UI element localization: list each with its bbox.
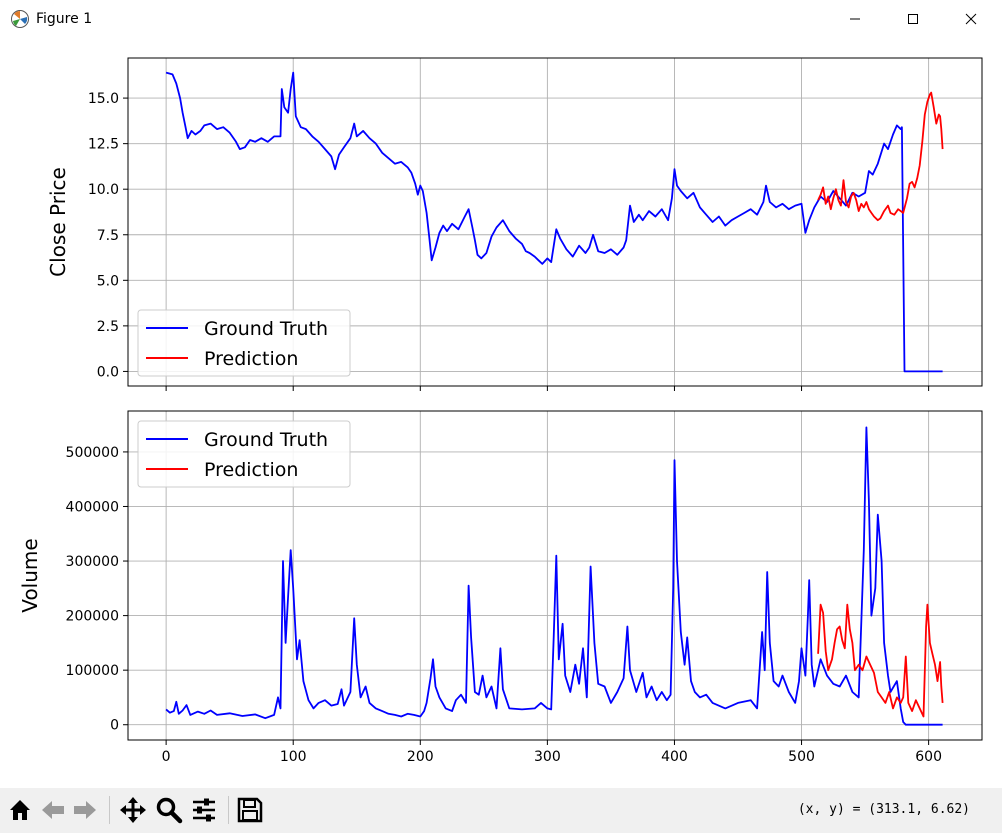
- subplot-1-y-tick-label: 7.5: [97, 228, 119, 244]
- window-titlebar: Figure 1: [0, 0, 1002, 39]
- zoom-magnifier-icon: [156, 797, 183, 824]
- close-button[interactable]: [942, 0, 1000, 38]
- save-disk-icon: [237, 797, 263, 823]
- subplot-1-series-prediction-line: [817, 91, 944, 222]
- subplot-2-axes-spine: [127, 410, 983, 741]
- subplot-2-legend-label: Prediction: [204, 459, 298, 481]
- forward-arrow-icon: [74, 801, 96, 819]
- subplot-2-x-tick-label: 600: [915, 749, 942, 765]
- subplot-2-y-tick-label: 100000: [66, 663, 119, 679]
- subplot-2-y-tick-label: 300000: [66, 554, 119, 570]
- toolbar-separator: [228, 796, 229, 824]
- subplot-2-x-tick-label: 100: [280, 749, 307, 765]
- configure-subplots-icon: [193, 798, 215, 822]
- subplot-2-x-tick-label: 500: [788, 749, 815, 765]
- back-arrow-icon: [42, 801, 64, 819]
- subplot-1-y-tick-label: 5.0: [97, 273, 119, 289]
- subplot-2-y-tick-label: 0: [110, 718, 119, 734]
- pan-move-icon: [120, 797, 146, 823]
- subplot-2-y-axis-label: Volume: [18, 538, 42, 612]
- home-button[interactable]: [5, 794, 35, 826]
- subplot-2-series-prediction-line: [817, 603, 944, 718]
- configure-subplots-button[interactable]: [189, 794, 219, 826]
- chart-svg[interactable]: 0.0 2.5 5.0 7.5 10.0 12.5 15.0 Close Price Groun…: [0, 38, 1002, 788]
- subplot-2-x-tick-label: 300: [534, 749, 561, 765]
- navigation-toolbar: (x, y) = (313.1, 6.62): [0, 788, 1002, 833]
- pan-button[interactable]: [118, 794, 148, 826]
- home-icon: [10, 800, 30, 820]
- back-button[interactable]: [38, 794, 68, 826]
- subplot-2-series-ground-truth-line: [165, 426, 943, 726]
- matplotlib-app-icon: [11, 10, 29, 28]
- subplot-2-y-tick-label: 200000: [66, 609, 119, 625]
- subplot-2-x-tick-label: 400: [661, 749, 688, 765]
- save-button[interactable]: [235, 794, 265, 826]
- close-icon: [965, 13, 977, 25]
- subplot-2-y-tick-label: 500000: [66, 445, 119, 461]
- zoom-button[interactable]: [154, 794, 184, 826]
- minimize-icon: [850, 18, 860, 20]
- coordinate-readout: (x, y) = (313.1, 6.62): [797, 802, 970, 817]
- subplot-2-legend-box: [137, 420, 351, 488]
- subplot-2-x-tick-label: 0: [162, 749, 171, 765]
- subplot-1-y-tick-label: 0.0: [97, 364, 119, 380]
- maximize-icon: [908, 14, 918, 24]
- subplot-1-legend-label: Ground Truth: [204, 318, 328, 340]
- subplot-2-x-tick-label: 200: [407, 749, 434, 765]
- maximize-button[interactable]: [884, 0, 942, 38]
- subplot-1-y-axis-label: Close Price: [46, 167, 70, 277]
- subplot-1-y-tick-label: 10.0: [88, 182, 119, 198]
- subplot-1-y-tick-label: 12.5: [88, 137, 119, 153]
- toolbar-separator: [109, 796, 110, 824]
- subplot-1-legend-box: [137, 309, 351, 377]
- subplot-1-y-tick-label: 2.5: [97, 319, 119, 335]
- window-title: Figure 1: [36, 11, 93, 27]
- forward-button[interactable]: [70, 794, 100, 826]
- figure-canvas[interactable]: 0.0 2.5 5.0 7.5 10.0 12.5 15.0 Close Price Groun…: [0, 38, 1002, 788]
- subplot-1-legend-label: Prediction: [204, 348, 298, 370]
- subplot-1-series-ground-truth-line: [165, 71, 943, 373]
- subplot-1-axes-spine: [127, 57, 983, 387]
- minimize-button[interactable]: [826, 0, 884, 38]
- subplot-2-y-tick-label: 400000: [66, 499, 119, 515]
- subplot-2-legend-label: Ground Truth: [204, 429, 328, 451]
- subplot-1-y-tick-label: 15.0: [88, 91, 119, 107]
